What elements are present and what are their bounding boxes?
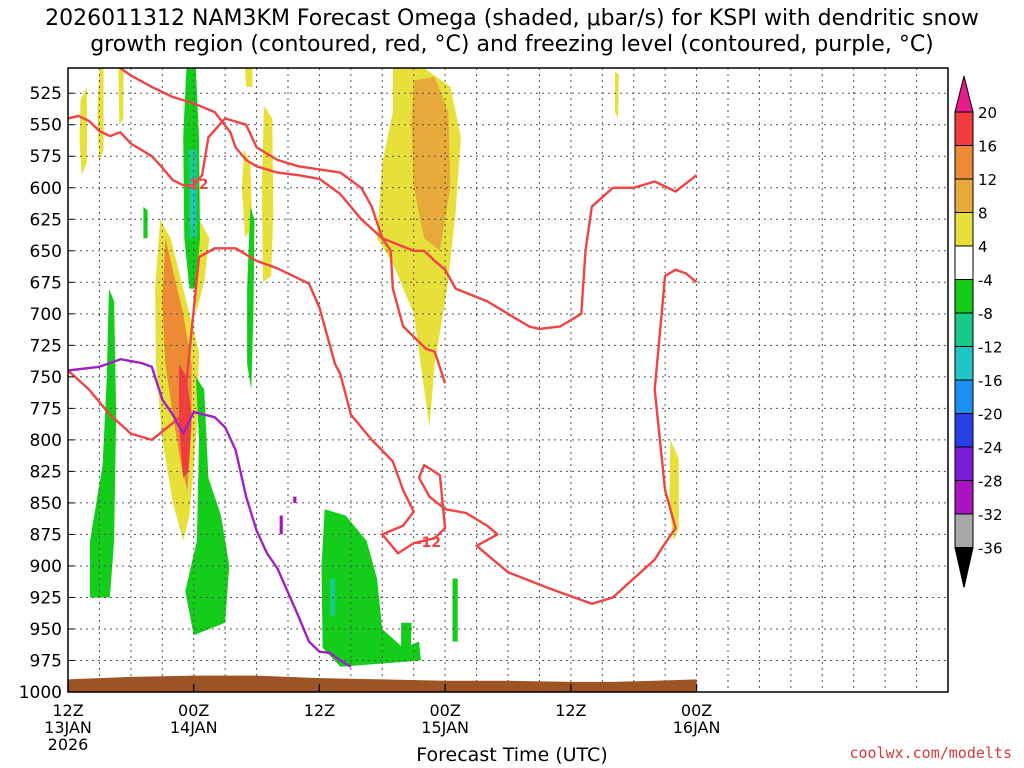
omega-patch-1 [411,76,451,251]
colorbar-label: -32 [978,506,1003,524]
x-tick-label: 14JAN [170,718,218,737]
colorbar-swatch [954,480,974,515]
y-tick-label: 875 [30,525,62,545]
colorbar-label: -8 [978,305,993,323]
colorbar-bottom-arrow [954,547,974,588]
omega-patch-8 [97,68,104,163]
omega-patch-24 [452,578,458,642]
x-tick-label: 15JAN [421,718,469,737]
colorbar-swatch [954,446,974,481]
contour-series-3 [67,358,352,668]
omega-patch-20 [143,206,148,239]
omega-patch-6 [261,105,274,283]
y-tick-label: 750 [30,368,62,388]
colorbar-swatch [954,111,974,146]
gridlines [68,68,948,692]
omega-patch-25 [279,515,283,535]
y-tick-label: 975 [30,651,62,671]
omega-patch-10 [118,68,124,125]
omega-patch-7 [241,149,253,239]
omega-patch-17 [90,288,117,598]
omega-shading [79,68,679,667]
y-tick-label: 900 [30,557,62,577]
colorbar-label: 20 [978,104,997,122]
colorbar-swatch [954,212,974,247]
omega-patch-18 [185,376,230,636]
contour-label-0: -12 [183,177,208,193]
y-tick-label: 1000 [19,683,62,703]
x-tick-label: 00Z [178,701,209,720]
colorbar-swatch [954,312,974,347]
colorbar: 20 16 12 8 4 -4 -8 -12 -16 -20 -24 -28 -32 -36 [954,75,1003,588]
y-tick-label: 925 [30,588,62,608]
y-tick-label: 575 [30,147,62,167]
y-axis-tick-labels: 525 550 575 600 625 650 675 700 725 750 775 800 825 8… [19,84,74,703]
y-tick-label: 525 [30,84,62,104]
colorbar-swatch [954,379,974,414]
x-tick-label: 2026 [48,735,89,754]
terrain-band [68,675,697,692]
colorbar-label: -36 [978,540,1003,558]
y-tick-label: 775 [30,399,62,419]
x-tick-label: 12Z [555,701,586,720]
contour-lines: -12 -12 [67,67,698,668]
colorbar-top-arrow [954,75,974,113]
chart-title-line2: growth region (contoured, red, °C) and f… [90,32,934,57]
y-tick-label: 825 [30,462,62,482]
y-tick-label: 950 [30,620,62,640]
omega-patch-9 [79,86,87,176]
colorbar-swatch [954,145,974,180]
y-tick-label: 550 [30,116,62,136]
colorbar-label: 8 [978,205,988,223]
y-tick-label: 600 [30,179,62,199]
omega-patch-26 [293,496,297,503]
x-tick-label: 00Z [681,701,712,720]
y-tick-label: 625 [30,210,62,230]
colorbar-label: -16 [978,372,1003,390]
y-tick-label: 725 [30,336,62,356]
x-tick-label: 00Z [429,701,460,720]
contour-series-0 [67,114,447,384]
colorbar-swatch [954,513,974,548]
terrain-fill [68,675,697,692]
colorbar-label: -28 [978,473,1003,491]
colorbar-label: -4 [978,272,993,290]
plot-frame [67,67,949,693]
colorbar-label: 16 [978,138,997,156]
credit-link[interactable]: coolwx.com/modelts [849,744,1012,762]
colorbar-swatch [954,346,974,381]
colorbar-swatch [954,178,974,213]
x-tick-label: 16JAN [673,718,721,737]
x-tick-label: 13JAN [44,718,92,737]
omega-patch-11 [245,68,253,87]
colorbar-swatch [954,413,974,448]
contour-series-2 [67,247,698,605]
y-tick-label: 700 [30,305,62,325]
colorbar-label: 4 [978,238,988,256]
contour-series-1 [119,67,698,331]
y-tick-label: 850 [30,494,62,514]
y-tick-label: 800 [30,431,62,451]
colorbar-label: -20 [978,406,1003,424]
colorbar-swatch [954,245,974,280]
omega-patch-23 [401,622,412,655]
y-tick-label: 675 [30,273,62,293]
x-tick-label: 12Z [52,701,83,720]
y-tick-label: 650 [30,242,62,262]
colorbar-swatch [954,279,974,314]
colorbar-label: -12 [978,339,1003,357]
omega-patch-12 [614,71,619,119]
colorbar-label: -24 [978,439,1003,457]
x-axis-title: Forecast Time (UTC) [416,744,608,766]
omega-patch-19 [247,206,255,390]
x-tick-label: 12Z [304,701,335,720]
contour-label-1: -12 [416,535,441,551]
chart-title-line1: 2026011312 NAM3KM Forecast Omega (shaded… [45,6,979,31]
omega-patch-21 [321,509,421,667]
omega-patch-4 [179,364,192,478]
colorbar-label: 12 [978,171,997,189]
